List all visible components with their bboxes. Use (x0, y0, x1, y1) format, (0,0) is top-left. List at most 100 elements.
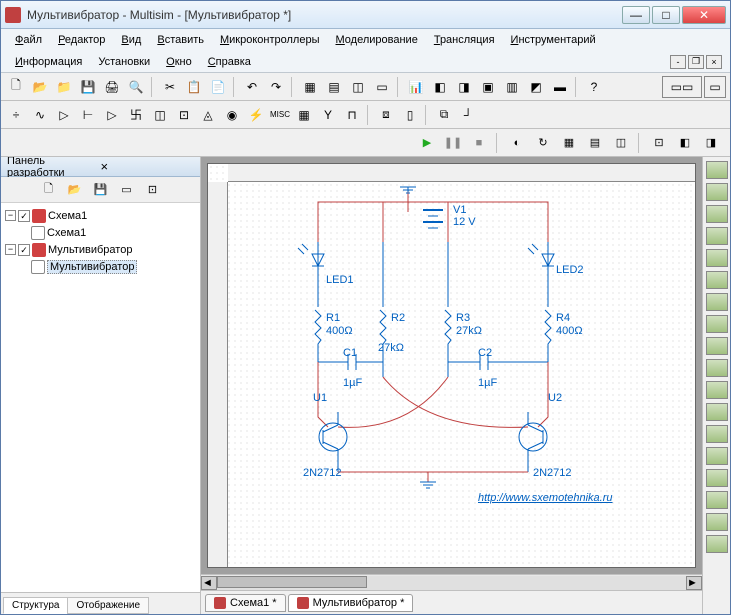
instr-3[interactable] (706, 205, 728, 223)
menu-window[interactable]: Окно (160, 54, 198, 70)
tab-display[interactable]: Отображение (67, 597, 149, 614)
sim-btn-3[interactable]: ▦ (558, 132, 580, 154)
comp-bus[interactable]: ⧈ (375, 104, 397, 126)
instr-15[interactable] (706, 469, 728, 487)
tb-btn-1[interactable]: ▦ (299, 76, 321, 98)
tree-child-2[interactable]: Мультивибратор (5, 258, 196, 275)
minimize-button[interactable]: — (622, 6, 650, 24)
menu-transfer[interactable]: Трансляция (428, 32, 501, 48)
v1-name[interactable]: V1 (453, 204, 466, 216)
c1-name[interactable]: C1 (343, 347, 357, 359)
instr-5[interactable] (706, 249, 728, 267)
sim-btn-4[interactable]: ▤ (584, 132, 606, 154)
r2-value[interactable]: 27kΩ (378, 342, 404, 354)
scroll-right-button[interactable]: ► (686, 576, 702, 590)
design-tree[interactable]: −✓ Схема1 Схема1 −✓ Мультивибратор Мульт… (1, 203, 200, 592)
new-button[interactable]: 🗋 (5, 76, 27, 98)
sim-btn-7[interactable]: ◧ (674, 132, 696, 154)
instr-12[interactable] (706, 403, 728, 421)
panel-open-icon[interactable]: 📂 (65, 180, 85, 200)
tb-btn-3[interactable]: ◫ (347, 76, 369, 98)
panel-close-button[interactable]: × (101, 159, 195, 174)
comp-mixed[interactable]: ◬ (197, 104, 219, 126)
tb-btn-7[interactable]: ◨ (453, 76, 475, 98)
comp-diode[interactable]: ▷ (53, 104, 75, 126)
r4-name[interactable]: R4 (556, 312, 570, 324)
comp-source[interactable]: ÷ (5, 104, 27, 126)
c1-value[interactable]: 1µF (343, 377, 362, 389)
u2-label[interactable]: U2 (548, 392, 562, 404)
menu-file[interactable]: Файл (9, 32, 48, 48)
tb-btn-11[interactable]: ▬ (549, 76, 571, 98)
instr-13[interactable] (706, 425, 728, 443)
c2-name[interactable]: C2 (478, 347, 492, 359)
instr-17[interactable] (706, 513, 728, 531)
menu-help[interactable]: Справка (202, 54, 257, 70)
menu-view[interactable]: Вид (115, 32, 147, 48)
sim-btn-8[interactable]: ◨ (700, 132, 722, 154)
led2-label[interactable]: LED2 (556, 264, 584, 276)
comp-cmos[interactable]: ◫ (149, 104, 171, 126)
tb-btn-4[interactable]: ▭ (371, 76, 393, 98)
redo-button[interactable]: ↷ (265, 76, 287, 98)
instr-11[interactable] (706, 381, 728, 399)
help-button[interactable]: ? (583, 76, 605, 98)
panel-btn-4[interactable]: ▭ (117, 180, 137, 200)
comp-connector[interactable]: ▯ (399, 104, 421, 126)
c2-value[interactable]: 1µF (478, 377, 497, 389)
scroll-left-button[interactable]: ◄ (201, 576, 217, 590)
comp-junction[interactable]: ┘ (457, 104, 479, 126)
r3-value[interactable]: 27kΩ (456, 325, 482, 337)
maximize-button[interactable]: □ (652, 6, 680, 24)
panel-save-icon[interactable]: 💾 (91, 180, 111, 200)
menu-options[interactable]: Установки (92, 54, 156, 70)
comp-basic[interactable]: ∿ (29, 104, 51, 126)
r3-name[interactable]: R3 (456, 312, 470, 324)
v1-value[interactable]: 12 V (453, 216, 476, 228)
doc-tab-1[interactable]: Схема1 * (205, 594, 286, 612)
tree-root-1[interactable]: −✓ Схема1 (5, 207, 196, 224)
stop-button[interactable]: ■ (468, 132, 490, 154)
tb-btn-8[interactable]: ▣ (477, 76, 499, 98)
sim-btn-6[interactable]: ⊡ (648, 132, 670, 154)
q1-label[interactable]: 2N2712 (303, 467, 342, 479)
led1-label[interactable]: LED1 (326, 274, 354, 286)
pause-button[interactable]: ❚❚ (442, 132, 464, 154)
comp-misc2[interactable]: MISC (269, 104, 291, 126)
sim-btn-5[interactable]: ◫ (610, 132, 632, 154)
menu-simulate[interactable]: Моделирование (330, 32, 424, 48)
tb-btn-10[interactable]: ◩ (525, 76, 547, 98)
comp-power[interactable]: ⚡ (245, 104, 267, 126)
sim-btn-1[interactable]: ◐ (506, 132, 528, 154)
r1-value[interactable]: 400Ω (326, 325, 353, 337)
paste-button[interactable]: 📄 (207, 76, 229, 98)
instr-4[interactable] (706, 227, 728, 245)
instr-18[interactable] (706, 535, 728, 553)
comp-ttl[interactable]: 卐 (125, 104, 147, 126)
print-button[interactable]: 🖨 (101, 76, 123, 98)
tb-btn-6[interactable]: ◧ (429, 76, 451, 98)
menu-info[interactable]: Информация (9, 54, 88, 70)
comp-electro[interactable]: ⊓ (341, 104, 363, 126)
mdi-close[interactable]: × (706, 55, 722, 69)
comp-transistor[interactable]: ⊢ (77, 104, 99, 126)
open-button[interactable]: 📂 (29, 76, 51, 98)
instr-2[interactable] (706, 183, 728, 201)
comp-misc[interactable]: ⊡ (173, 104, 195, 126)
sim-btn-2[interactable]: ↻ (532, 132, 554, 154)
save-button[interactable]: 💾 (77, 76, 99, 98)
titlebar[interactable]: Мультивибратор - Multisim - [Мультивибра… (1, 1, 730, 29)
menu-edit[interactable]: Редактор (52, 32, 111, 48)
instr-9[interactable] (706, 337, 728, 355)
comp-analog[interactable]: ▷ (101, 104, 123, 126)
close-button[interactable]: ✕ (682, 6, 726, 24)
doc-tab-2[interactable]: Мультивибратор * (288, 594, 414, 612)
hscrollbar[interactable]: ◄ ► (201, 574, 702, 590)
menu-insert[interactable]: Вставить (151, 32, 210, 48)
canvas-viewport[interactable]: V1 12 V LED1 LED2 R1 400Ω R2 27kΩ R3 27k… (201, 157, 702, 574)
panel-new-icon[interactable]: 🗋 (39, 180, 59, 200)
tb-right-1[interactable]: ▭▭ (662, 76, 702, 98)
tree-child-1[interactable]: Схема1 (5, 224, 196, 241)
comp-rf[interactable]: Y (317, 104, 339, 126)
scroll-thumb[interactable] (217, 576, 367, 588)
